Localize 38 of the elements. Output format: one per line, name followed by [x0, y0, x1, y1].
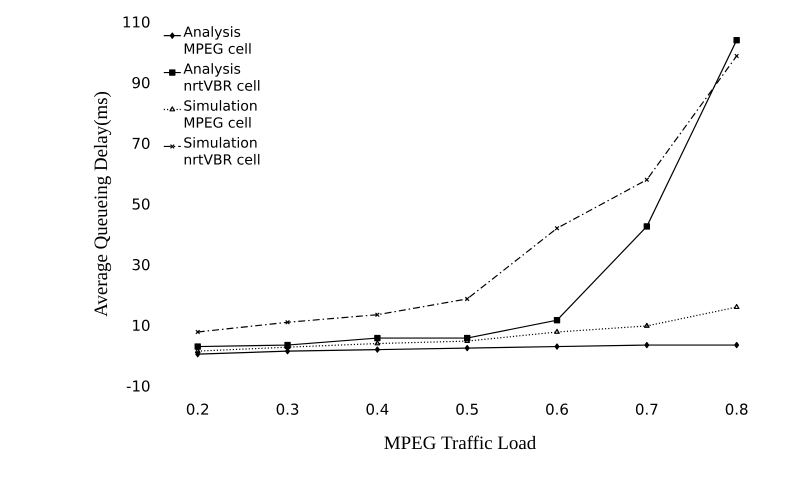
- point: [554, 328, 560, 334]
- point: [554, 316, 560, 324]
- y-tick-label: 110: [124, 16, 150, 28]
- point: [554, 343, 560, 350]
- y-tick-label: 10: [133, 320, 150, 331]
- x-tick-label: 0.2: [186, 404, 208, 415]
- point: [734, 304, 740, 310]
- y-tick-label: 70: [132, 138, 150, 149]
- y-tick-label: 90: [132, 77, 150, 88]
- y-tick-label: 30: [132, 259, 150, 270]
- x-tick-label: 0.5: [456, 404, 478, 415]
- point: [464, 344, 470, 352]
- legend-label: Simulation MPEG cell: [184, 100, 257, 128]
- x-tick-label: 0.3: [276, 404, 298, 415]
- y-tick-label: 50: [132, 198, 150, 210]
- point: [374, 312, 380, 318]
- legend-label: Analysis nrtVBR cell: [183, 63, 260, 91]
- point: [644, 342, 650, 348]
- point: [554, 226, 560, 231]
- x-tick-label: 0.6: [546, 404, 568, 415]
- point: [464, 296, 470, 302]
- point: [733, 37, 740, 44]
- point: [374, 334, 381, 342]
- point: [374, 346, 380, 353]
- x-tick-label: 0.4: [366, 404, 388, 415]
- point: [644, 322, 650, 328]
- y-tick-label: -10: [126, 380, 150, 392]
- x-axis-title: MPEG Traffic Load: [384, 436, 536, 450]
- point: [285, 320, 290, 325]
- point: [644, 177, 650, 182]
- x-tick-label: 0.7: [636, 404, 658, 415]
- point: [644, 223, 650, 230]
- y-axis-title: Average Queueing Delay(ms): [94, 92, 112, 317]
- legend-label: Analysis MPEG cell: [183, 26, 251, 54]
- legend-label: Simulation nrtVBR cell: [184, 136, 260, 165]
- point: [194, 343, 201, 350]
- x-tick-label: 0.8: [726, 404, 748, 415]
- point: [734, 342, 740, 348]
